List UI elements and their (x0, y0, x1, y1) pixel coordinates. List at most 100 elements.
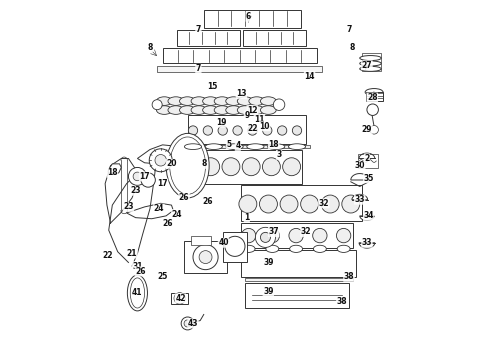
Text: 7: 7 (196, 64, 201, 73)
Circle shape (283, 158, 300, 176)
Text: 2: 2 (364, 154, 369, 163)
Text: 13: 13 (236, 89, 246, 98)
Circle shape (289, 228, 303, 243)
Text: 39: 39 (263, 258, 273, 267)
Ellipse shape (249, 106, 265, 114)
Ellipse shape (242, 245, 255, 252)
Circle shape (218, 126, 227, 135)
Circle shape (273, 99, 285, 111)
Text: 35: 35 (364, 174, 374, 183)
Ellipse shape (226, 97, 242, 105)
Text: 32: 32 (301, 228, 311, 237)
Text: 17: 17 (139, 172, 150, 181)
Circle shape (181, 317, 194, 330)
Polygon shape (137, 145, 180, 164)
Text: 23: 23 (130, 186, 141, 195)
Circle shape (133, 172, 142, 181)
Ellipse shape (226, 144, 243, 149)
Circle shape (242, 158, 260, 176)
Ellipse shape (237, 106, 253, 114)
Text: 7: 7 (196, 25, 201, 34)
Text: 41: 41 (132, 288, 143, 297)
Text: 18: 18 (107, 168, 118, 177)
Text: 39: 39 (263, 287, 273, 296)
Ellipse shape (260, 106, 276, 114)
Text: 8: 8 (147, 43, 153, 52)
Ellipse shape (203, 106, 219, 114)
Polygon shape (108, 164, 122, 175)
Circle shape (313, 228, 327, 243)
Ellipse shape (268, 144, 285, 149)
Text: 32: 32 (318, 199, 329, 208)
FancyBboxPatch shape (191, 235, 211, 244)
Text: 31: 31 (132, 262, 143, 271)
Circle shape (260, 195, 277, 213)
Ellipse shape (214, 97, 230, 105)
Ellipse shape (170, 137, 205, 194)
Ellipse shape (166, 134, 209, 198)
FancyBboxPatch shape (245, 283, 349, 308)
Circle shape (263, 126, 272, 135)
Circle shape (202, 158, 220, 176)
Circle shape (263, 158, 280, 176)
Text: 26: 26 (179, 193, 189, 202)
Circle shape (321, 195, 339, 213)
Ellipse shape (168, 106, 184, 114)
Circle shape (301, 195, 318, 213)
Text: 10: 10 (260, 122, 270, 131)
Text: 21: 21 (127, 249, 137, 258)
Ellipse shape (290, 245, 302, 252)
Text: 38: 38 (343, 272, 354, 281)
Text: 37: 37 (269, 228, 279, 237)
Text: 11: 11 (254, 114, 265, 123)
Circle shape (342, 195, 360, 213)
Circle shape (193, 244, 218, 270)
Circle shape (225, 236, 245, 256)
Circle shape (222, 158, 240, 176)
Text: 8: 8 (350, 43, 355, 52)
Text: 26: 26 (135, 267, 146, 276)
Text: 23: 23 (123, 202, 134, 211)
Circle shape (141, 173, 155, 187)
FancyBboxPatch shape (223, 232, 247, 262)
Text: 25: 25 (157, 272, 168, 281)
Ellipse shape (226, 106, 242, 114)
FancyBboxPatch shape (172, 293, 188, 304)
Circle shape (233, 126, 242, 135)
Text: 19: 19 (217, 118, 227, 127)
Ellipse shape (179, 106, 196, 114)
Circle shape (152, 100, 162, 110)
Circle shape (188, 126, 197, 135)
Text: 26: 26 (163, 219, 173, 228)
Circle shape (280, 195, 298, 213)
Ellipse shape (203, 97, 219, 105)
FancyBboxPatch shape (204, 10, 300, 28)
Ellipse shape (191, 97, 207, 105)
Circle shape (242, 228, 256, 243)
Circle shape (255, 227, 275, 247)
FancyBboxPatch shape (242, 185, 362, 221)
Text: 33: 33 (354, 195, 365, 204)
Text: 3: 3 (276, 150, 282, 159)
Text: 34: 34 (364, 211, 374, 220)
Circle shape (248, 126, 257, 135)
Ellipse shape (156, 106, 172, 114)
Circle shape (203, 126, 213, 135)
Text: 30: 30 (354, 161, 365, 170)
Text: 22: 22 (247, 123, 257, 132)
Ellipse shape (205, 144, 222, 149)
Circle shape (155, 154, 167, 166)
Ellipse shape (179, 97, 196, 105)
Circle shape (337, 228, 351, 243)
Ellipse shape (247, 144, 264, 149)
Ellipse shape (127, 275, 147, 311)
Text: 33: 33 (362, 238, 372, 247)
FancyBboxPatch shape (242, 250, 356, 277)
FancyBboxPatch shape (242, 223, 353, 248)
Text: 14: 14 (304, 72, 315, 81)
Circle shape (265, 228, 279, 243)
Text: 24: 24 (154, 204, 164, 213)
Ellipse shape (156, 97, 172, 105)
Circle shape (367, 104, 378, 116)
Circle shape (199, 251, 212, 264)
